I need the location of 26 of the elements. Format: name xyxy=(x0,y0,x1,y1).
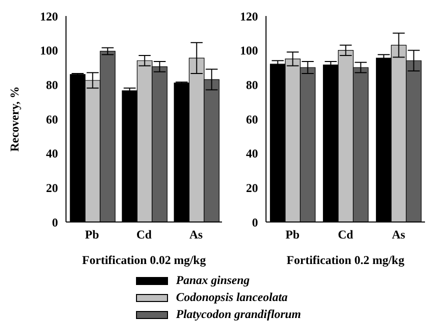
y-tick-label: 40 xyxy=(46,146,58,161)
y-tick-label: 80 xyxy=(46,78,58,92)
x-tick-label: Pb xyxy=(285,228,300,242)
x-tick-label: Cd xyxy=(136,228,152,242)
y-tick-label: 20 xyxy=(246,180,258,195)
legend-label: Panax ginseng xyxy=(176,273,250,288)
y-tick-label: 0 xyxy=(252,215,258,230)
y-tick-label: 20 xyxy=(46,180,58,195)
y-tick-label: 120 xyxy=(240,9,258,24)
y-tick-label: 0 xyxy=(52,215,58,230)
x-tick-label: As xyxy=(189,228,203,242)
y-tick-label: 60 xyxy=(246,112,258,126)
y-tick-label: 80 xyxy=(246,78,258,92)
y-tick-label: 40 xyxy=(246,146,258,161)
legend-label: Codonopsis lanceolata xyxy=(176,290,288,305)
legend-label: Platycodon grandiflorum xyxy=(176,307,301,322)
x-tick-label: As xyxy=(392,228,406,242)
y-tick-label: 60 xyxy=(46,112,58,126)
y-tick-label: 100 xyxy=(40,44,58,58)
x-axis-title: Fortification 0.2 mg/kg xyxy=(286,253,404,267)
x-tick-label: Cd xyxy=(338,228,354,242)
x-axis-title: Fortification 0.02 mg/kg xyxy=(82,253,206,267)
y-tick-label: 100 xyxy=(240,44,258,58)
x-tick-label: Pb xyxy=(84,228,100,242)
y-tick-label: 120 xyxy=(40,9,58,24)
y-axis-title: Recovery, % xyxy=(7,86,22,152)
